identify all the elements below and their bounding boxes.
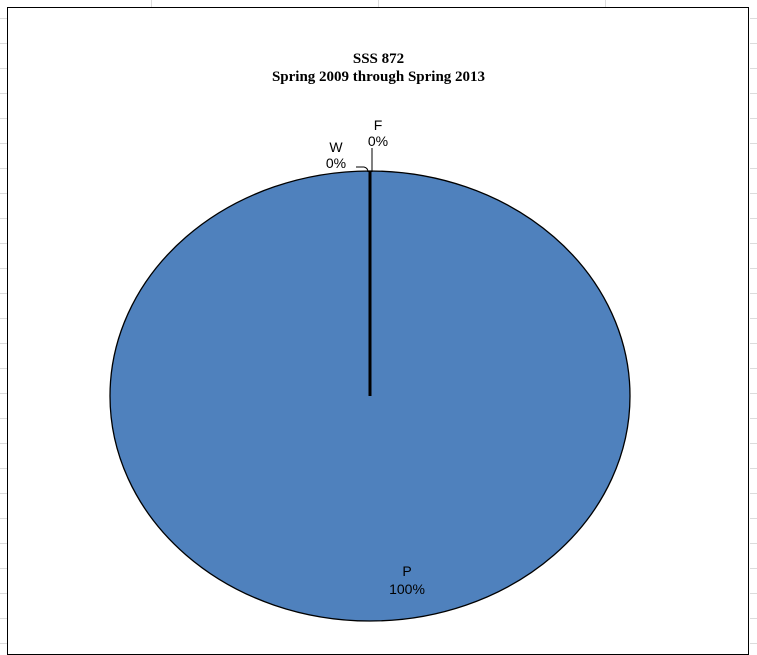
pie-label-f-percent: 0% — [368, 133, 388, 149]
leader-line-w — [356, 166, 369, 173]
pie-label-p-name: P — [402, 563, 411, 579]
chart-title: SSS 872 — [352, 51, 405, 67]
chart-title-block: SSS 872 Spring 2009 through Spring 2013 — [0, 50, 757, 86]
pie-label-w-percent: 0% — [326, 155, 346, 171]
chart-subtitle: Spring 2009 through Spring 2013 — [271, 69, 486, 85]
pie-label-p-percent: 100% — [389, 581, 425, 597]
pie-label-w-name: W — [329, 139, 343, 155]
pie-label-f-name: F — [374, 117, 383, 133]
